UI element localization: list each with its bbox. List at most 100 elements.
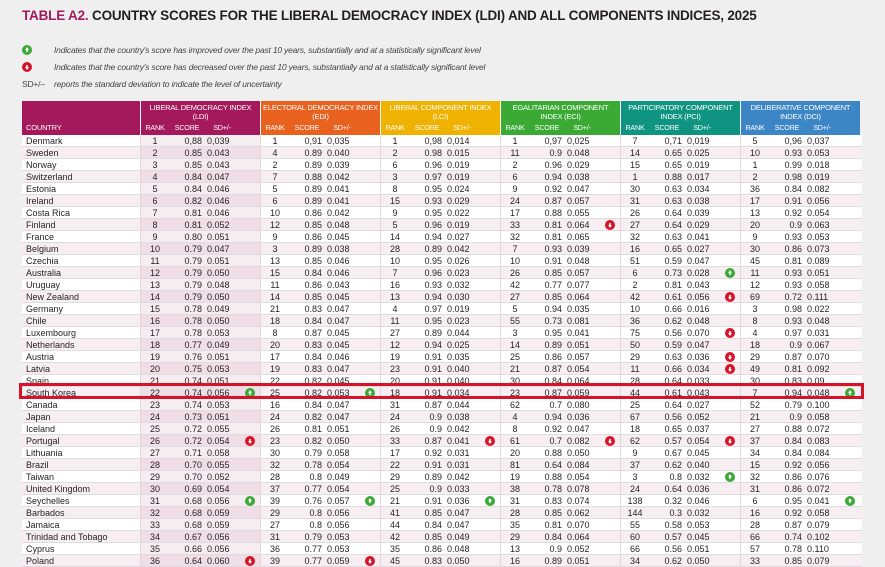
country-name: Trinidad and Tobago [26, 532, 108, 542]
lci-sd: 0.033 [447, 484, 470, 494]
dci-cell: 32 0.86 0.076 [740, 471, 860, 482]
dci-rank: 45 [749, 256, 760, 266]
dci-cell: 31 0.86 0.072 [740, 483, 860, 494]
dci-cell: 33 0.85 0.079 [740, 555, 860, 566]
dci-rank: 10 [749, 148, 760, 158]
dci-cell: 16 0.92 0.058 [740, 507, 860, 518]
ldi-score: 0.78 [184, 304, 202, 314]
ldi-cell: 9 0.80 0.051 [140, 231, 260, 242]
lci-rank: 41 [389, 508, 400, 518]
ldi-sd: 0.046 [207, 208, 230, 218]
ldi-cell: 14 0.79 0.050 [140, 291, 260, 302]
ldi-score: 0.68 [184, 508, 202, 518]
dci-sd: 0.048 [807, 388, 830, 398]
table-row: Spain 21 0.74 0.051 22 0.82 0.045 20 0.9… [22, 375, 862, 387]
legend-decreased: Indicates that the country's score has d… [22, 62, 485, 72]
country-name: Canada [26, 400, 58, 410]
ldi-sd: 0.043 [207, 148, 230, 158]
dci-rank: 12 [749, 280, 760, 290]
dci-sd: 0.09 [807, 376, 825, 386]
pci-rank: 34 [629, 556, 640, 566]
pci-score: 0.65 [664, 160, 682, 170]
table-title: COUNTRY SCORES FOR THE LIBERAL DEMOCRACY… [92, 8, 757, 23]
lci-cell: 23 0.91 0.040 [380, 363, 500, 374]
edi-score: 0.89 [304, 244, 322, 254]
lci-sd: 0.040 [447, 376, 470, 386]
ldi-sd: 0.054 [207, 484, 230, 494]
pci-score: 0.57 [664, 436, 682, 446]
pci-sd: 0.037 [687, 424, 710, 434]
dci-sd: 0.058 [807, 508, 830, 518]
arrow-down-icon [22, 62, 32, 72]
edi-score: 0.89 [304, 160, 322, 170]
eci-rank: 31 [509, 496, 520, 506]
pci-rank: 30 [629, 184, 640, 194]
edi-sd: 0.058 [327, 448, 350, 458]
lci-score: 0.91 [424, 352, 442, 362]
dci-rank: 8 [752, 316, 758, 326]
edi-score: 0.81 [304, 424, 322, 434]
edi-cell: 21 0.83 0.047 [260, 303, 380, 314]
rank-header: RANK [505, 123, 525, 132]
ldi-rank: 27 [149, 448, 160, 458]
lci-cell: 25 0.9 0.033 [380, 483, 500, 494]
edi-score: 0.85 [304, 256, 322, 266]
edi-rank: 30 [269, 448, 280, 458]
pci-score: 0.62 [664, 556, 682, 566]
pci-rank: 28 [629, 376, 640, 386]
table-row: Australia 12 0.79 0.050 15 0.84 0.046 7 … [22, 267, 862, 279]
country-name: Switzerland [26, 172, 73, 182]
eci-rank: 61 [509, 436, 520, 446]
edi-rank: 1 [272, 136, 278, 146]
eci-score: 0.86 [544, 352, 562, 362]
lci-rank: 15 [389, 196, 400, 206]
lci-cell: 4 0.97 0.019 [380, 303, 500, 314]
ldi-cell: 24 0.73 0.051 [140, 411, 260, 422]
ldi-cell: 17 0.78 0.053 [140, 327, 260, 338]
eci-rank: 38 [509, 484, 520, 494]
lci-rank: 3 [392, 172, 398, 182]
dci-sd: 0.063 [807, 220, 830, 230]
eci-sd: 0.052 [567, 544, 590, 554]
ldi-score: 0.81 [184, 220, 202, 230]
ldi-cell: 32 0.68 0.059 [140, 507, 260, 518]
edi-rank: 21 [269, 304, 280, 314]
ldi-score: 0.79 [184, 268, 202, 278]
pci-cell: 60 0.57 0.045 [620, 531, 740, 542]
ldi-sd: 0,039 [207, 136, 230, 146]
pci-rank: 67 [629, 412, 640, 422]
pci-sd: 0.016 [687, 304, 710, 314]
edi-cell: 16 0.84 0.047 [260, 399, 380, 410]
pci-cell: 9 0.67 0.045 [620, 447, 740, 458]
lci-sd: 0.041 [447, 436, 470, 446]
eci-score: 0.81 [544, 520, 562, 530]
pci-cell: 55 0.58 0.053 [620, 519, 740, 530]
edi-sd: 0.042 [327, 208, 350, 218]
edi-sd: 0.040 [327, 148, 350, 158]
eci-rank: 24 [509, 196, 520, 206]
ldi-score: 0.72 [184, 424, 202, 434]
score-header: SCORE [174, 123, 200, 132]
edi-sd: 0.045 [327, 340, 350, 350]
legend-text: reports the standard deviation to indica… [54, 79, 282, 89]
eci-sd: 0.077 [567, 280, 590, 290]
pci-sd: 0.033 [687, 376, 710, 386]
edi-rank: 19 [269, 364, 280, 374]
dci-score: 0.97 [784, 328, 802, 338]
ldi-rank: 23 [149, 400, 160, 410]
group-title: PARTICIPATORY COMPONENT INDEX (PCI) [628, 103, 733, 121]
lci-sd: 0.038 [447, 412, 470, 422]
pci-cell: 18 0.65 0.037 [620, 423, 740, 434]
eci-score: 0.83 [544, 496, 562, 506]
ldi-sd: 0.054 [207, 436, 230, 446]
edi-cell: 30 0.79 0.058 [260, 447, 380, 458]
score-header: SCORE [534, 123, 560, 132]
eci-rank: 14 [509, 340, 520, 350]
eci-cell: 6 0.94 0.038 [500, 171, 620, 182]
edi-cell: 29 0.8 0.056 [260, 507, 380, 518]
lci-score: 0.91 [424, 376, 442, 386]
country-name: Lithuania [26, 448, 63, 458]
ldi-sd: 0.053 [207, 400, 230, 410]
dci-rank: 27 [749, 424, 760, 434]
edi-rank: 13 [269, 256, 280, 266]
